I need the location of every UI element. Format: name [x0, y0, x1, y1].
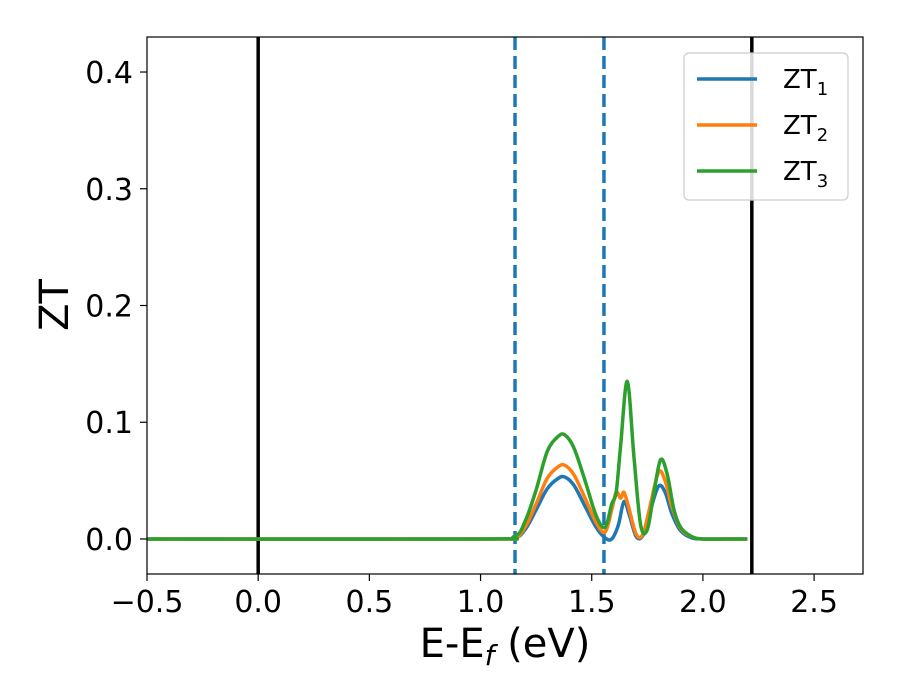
x-axis-label-main: E-E — [420, 621, 485, 667]
legend-box — [683, 52, 849, 201]
y-tick-label: 0.0 — [85, 523, 133, 558]
legend-label-zt2: ZT2 — [783, 111, 828, 146]
reference-lines — [256, 37, 754, 574]
x-tick-label: 1.0 — [457, 585, 505, 620]
x-tick-label: 0.0 — [234, 585, 282, 620]
series-line-zt1 — [146, 474, 748, 542]
x-axis-label: E-Ef (eV) — [420, 621, 591, 672]
x-axis-ticks: −0.5 0.0 0.5 1.0 1.5 2.0 2.5 — [111, 574, 838, 620]
legend-label-zt3: ZT3 — [783, 157, 828, 192]
y-tick-label: 0.1 — [85, 406, 133, 441]
y-axis-ticks: 0.0 0.1 0.2 0.3 0.4 — [85, 56, 147, 558]
x-tick-label: −0.5 — [111, 585, 184, 620]
y-axis-label: ZT — [32, 279, 78, 331]
x-tick-label: 2.5 — [790, 585, 838, 620]
x-tick-label: 1.5 — [568, 585, 616, 620]
series-line-zt3 — [146, 379, 748, 541]
y-tick-label: 0.4 — [85, 56, 133, 91]
y-tick-label: 0.3 — [85, 173, 133, 208]
series-lines — [146, 379, 748, 542]
x-axis-label-unit: (eV) — [494, 621, 590, 667]
legend: ZT1 ZT2 ZT3 — [683, 52, 849, 201]
legend-label-zt1: ZT1 — [783, 65, 828, 100]
x-tick-label: 0.5 — [346, 585, 394, 620]
y-tick-label: 0.2 — [85, 290, 133, 325]
x-tick-label: 2.0 — [679, 585, 727, 620]
